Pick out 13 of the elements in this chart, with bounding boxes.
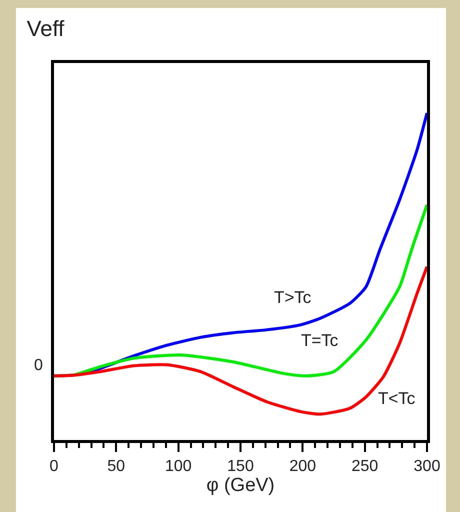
annotation: T=Tc [301,331,339,350]
x-tick-label: 50 [107,458,126,476]
x-tick-label: 100 [164,458,192,476]
x-axis-title: φ (GeV) [206,475,275,496]
x-tick-label: 250 [351,458,378,476]
x-tick-label: 200 [289,458,316,476]
text: 0 [34,357,43,374]
annotation: T>Tc [274,288,312,307]
x-tick-label: 300 [414,458,440,476]
x-tick-label: 150 [227,458,254,476]
annotation: T<Tc [378,389,416,408]
x-tick-label: 0 [50,458,59,476]
chart-title: Veff [26,16,66,41]
